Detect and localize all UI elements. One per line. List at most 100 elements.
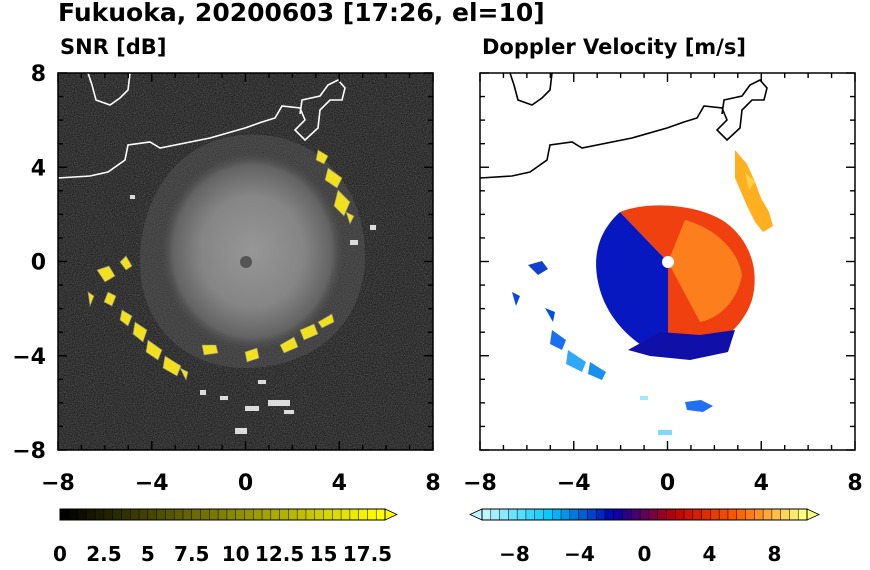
snr-colorbar-cell bbox=[332, 508, 342, 521]
doppler-colorbar-cell bbox=[648, 508, 659, 521]
doppler-colorbar-frame bbox=[481, 508, 808, 521]
snr-colorbar-cell bbox=[138, 508, 149, 521]
snr-scattered-echoes bbox=[130, 195, 376, 434]
doppler-lower-approaching-band bbox=[628, 330, 735, 360]
doppler-colorbar-cell bbox=[569, 508, 580, 521]
doppler-colorbar-cell bbox=[481, 508, 492, 521]
snr-y-tick-label: 4 bbox=[31, 156, 46, 181]
snr-colorbar-tick-label: 12.5 bbox=[255, 542, 304, 566]
doppler-colorbar-cell bbox=[587, 508, 597, 521]
colorbar-layer: 0 2.5 5 7.5 10 12.5 15 17.5 −8 −4 0 4 8 bbox=[53, 508, 820, 566]
snr-colorbar-frame bbox=[59, 508, 386, 521]
snr-colorbar-cell bbox=[103, 508, 114, 521]
snr-colorbar-cell bbox=[323, 508, 334, 521]
doppler-colorbar-cell bbox=[683, 508, 694, 521]
doppler-colorbar-cell bbox=[622, 508, 633, 521]
snr-colorbar-tick-label: 7.5 bbox=[174, 542, 209, 566]
snr-colorbar-tick-label: 0 bbox=[53, 542, 67, 566]
snr-x-tick-label: 8 bbox=[425, 471, 440, 496]
snr-colorbar-cell bbox=[191, 508, 202, 521]
radar-site-marker bbox=[240, 256, 252, 268]
snr-colorbar-cell bbox=[68, 508, 79, 521]
doppler-colorbar-cell bbox=[762, 508, 773, 521]
snr-colorbar-cell bbox=[375, 508, 386, 521]
doppler-colorbar-tick-label: 0 bbox=[638, 542, 652, 566]
snr-y-tick-label: 0 bbox=[31, 251, 46, 276]
doppler-x-tick-label: 4 bbox=[754, 471, 769, 496]
doppler-colorbar-cell bbox=[595, 508, 606, 521]
doppler-colorbar-cell bbox=[578, 508, 589, 521]
doppler-colorbar-cell bbox=[771, 508, 782, 521]
doppler-x-tick-label: 8 bbox=[847, 471, 862, 496]
snr-colorbar-cell bbox=[305, 508, 316, 521]
doppler-colorbar-extend-min bbox=[469, 508, 483, 521]
snr-colorbar-cell bbox=[77, 508, 88, 521]
snr-colorbar-cell bbox=[235, 508, 246, 521]
snr-x-tick-label: −4 bbox=[135, 471, 169, 496]
doppler-plot-area bbox=[479, 72, 856, 451]
snr-colorbar-cell bbox=[270, 508, 281, 521]
snr-y-tick-label: 8 bbox=[31, 62, 46, 87]
doppler-colorbar-cell bbox=[613, 508, 624, 521]
snr-colorbar-extend-max bbox=[384, 508, 398, 521]
doppler-colorbar-cell bbox=[604, 508, 615, 521]
doppler-colorbar-cell bbox=[718, 508, 729, 521]
doppler-colorbar-tick-label: −4 bbox=[564, 542, 595, 566]
snr-colorbar-cell bbox=[340, 508, 351, 521]
doppler-colorbar-cell bbox=[727, 508, 738, 521]
snr-y-tick-label: −4 bbox=[12, 345, 46, 370]
doppler-colorbar-cell bbox=[560, 508, 571, 521]
snr-colorbar-tick-label: 5 bbox=[141, 542, 155, 566]
doppler-colorbar-cell bbox=[631, 508, 641, 521]
snr-colorbar-cell bbox=[173, 508, 184, 521]
doppler-colorbar-tick-label: 4 bbox=[703, 542, 717, 566]
snr-colorbar-cell bbox=[147, 508, 158, 521]
doppler-colorbar-cell bbox=[534, 508, 545, 521]
snr-colorbar-cell bbox=[226, 508, 237, 521]
snr-colorbar-cell bbox=[244, 508, 254, 521]
snr-colorbar-cell bbox=[112, 508, 123, 521]
snr-colorbar-tick-label: 10 bbox=[222, 542, 250, 566]
snr-colorbar-cell bbox=[130, 508, 140, 521]
doppler-receding-strong-region bbox=[668, 220, 742, 322]
snr-colorbar-cell bbox=[358, 508, 369, 521]
doppler-colorbar-cell bbox=[657, 508, 668, 521]
snr-colorbar-cell bbox=[296, 508, 307, 521]
doppler-colorbar-cell bbox=[710, 508, 720, 521]
doppler-colorbar-cell bbox=[692, 508, 703, 521]
snr-high-echo-band bbox=[87, 149, 355, 381]
doppler-colorbar-cell bbox=[780, 508, 791, 521]
snr-colorbar-cell bbox=[94, 508, 105, 521]
snr-x-tick-label: −8 bbox=[41, 471, 75, 496]
snr-plot-area bbox=[57, 72, 434, 451]
snr-x-tick-label: 4 bbox=[332, 471, 347, 496]
snr-colorbar-cell bbox=[209, 508, 219, 521]
snr-panel-title: SNR [dB] bbox=[60, 35, 167, 59]
page-title: Fukuoka, 20200603 [17:26, el=10] bbox=[58, 0, 545, 27]
doppler-x-tick-label: −8 bbox=[463, 471, 497, 496]
snr-colorbar-cell bbox=[288, 508, 298, 521]
doppler-scattered-echoes bbox=[512, 150, 773, 435]
doppler-colorbar-cell bbox=[674, 508, 685, 521]
doppler-colorbar-cell bbox=[701, 508, 712, 521]
snr-colorbar-tick-label: 17.5 bbox=[343, 542, 392, 566]
snr-y-tick-label: −8 bbox=[12, 439, 46, 464]
doppler-colorbar-cell bbox=[543, 508, 554, 521]
snr-colorbar-cell bbox=[252, 508, 263, 521]
snr-colorbar-cell bbox=[59, 508, 70, 521]
doppler-colorbar-cell bbox=[499, 508, 510, 521]
snr-colorbar-cell bbox=[165, 508, 175, 521]
doppler-panel-title: Doppler Velocity [m/s] bbox=[482, 35, 746, 59]
snr-colorbar-cell bbox=[349, 508, 360, 521]
doppler-colorbar-cell bbox=[508, 508, 518, 521]
doppler-colorbar-cell bbox=[789, 508, 799, 521]
doppler-colorbar-cell bbox=[745, 508, 756, 521]
doppler-colorbar-cell bbox=[552, 508, 562, 521]
snr-colorbar-cell bbox=[182, 508, 193, 521]
snr-colorbar-cell bbox=[121, 508, 132, 521]
snr-x-tick-label: 0 bbox=[238, 471, 253, 496]
doppler-approaching-region bbox=[596, 212, 668, 350]
doppler-x-tick-label: −4 bbox=[557, 471, 591, 496]
snr-colorbar-cell bbox=[217, 508, 228, 521]
